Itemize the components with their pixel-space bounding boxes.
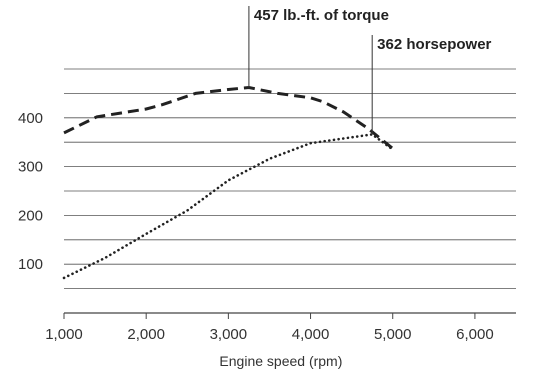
- horsepower-line: [62, 133, 395, 280]
- gridlines: [64, 68, 516, 314]
- annotations: 457 lb.-ft. of torque 362 horsepower: [248, 6, 492, 135]
- x-tick-label: 2,000: [127, 326, 165, 343]
- y-tick-label: 100: [18, 256, 43, 273]
- x-axis-title: Engine speed (rpm): [219, 353, 342, 369]
- x-tick-label: 5,000: [374, 326, 412, 343]
- x-tick-label: 1,000: [45, 326, 83, 343]
- x-axis-tick-labels: 1,000 2,000 3,000 4,000 5,000 6,000: [45, 313, 494, 343]
- y-tick-label: 400: [18, 110, 43, 127]
- annotation-label: 362 horsepower: [377, 36, 491, 53]
- x-tick-label: 6,000: [456, 326, 494, 343]
- y-tick-label: 200: [18, 207, 43, 224]
- annotation-label: 457 lb.-ft. of torque: [254, 7, 389, 24]
- x-tick-label: 4,000: [292, 326, 330, 343]
- data-series: [62, 86, 395, 280]
- y-tick-label: 300: [18, 159, 43, 176]
- y-axis-tick-labels: 100 200 300 400: [18, 110, 43, 273]
- x-tick-label: 3,000: [210, 326, 248, 343]
